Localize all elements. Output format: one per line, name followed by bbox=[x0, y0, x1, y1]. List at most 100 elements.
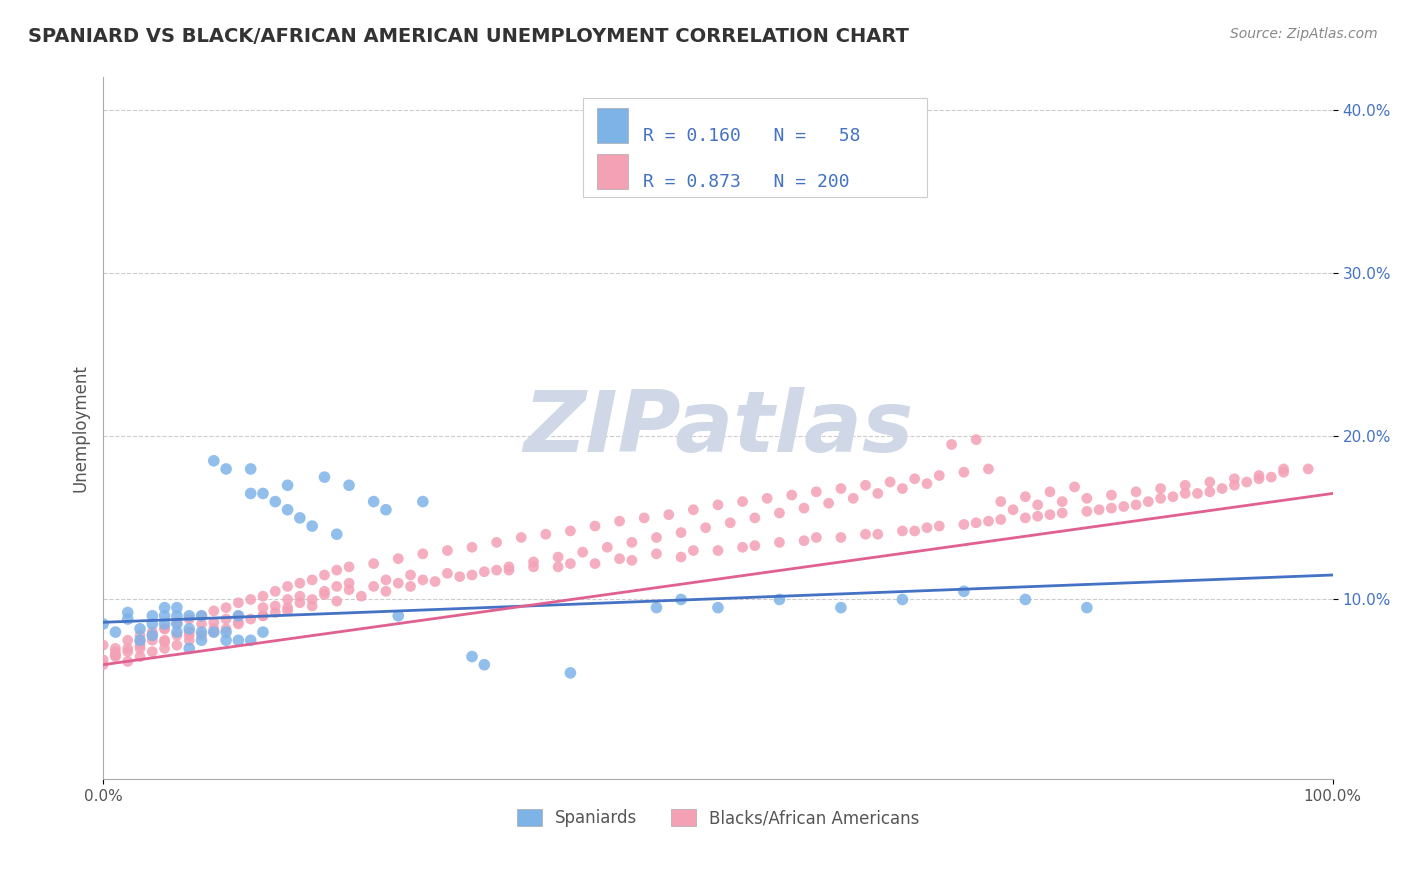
Point bbox=[117, 633, 139, 648]
Point bbox=[707, 543, 730, 558]
Point bbox=[707, 498, 730, 512]
Point bbox=[179, 628, 201, 642]
Point bbox=[141, 628, 163, 642]
Point bbox=[609, 551, 631, 566]
Point bbox=[104, 645, 127, 659]
Point bbox=[129, 649, 152, 664]
Point bbox=[252, 608, 274, 623]
Point bbox=[141, 633, 163, 648]
Point bbox=[153, 622, 176, 636]
Point bbox=[228, 615, 250, 630]
Point bbox=[363, 494, 385, 508]
Point bbox=[915, 521, 938, 535]
Point bbox=[117, 606, 139, 620]
Point bbox=[129, 628, 152, 642]
Point bbox=[277, 592, 299, 607]
Point bbox=[620, 535, 643, 549]
Point bbox=[166, 600, 188, 615]
Point bbox=[953, 584, 976, 599]
Point bbox=[239, 612, 262, 626]
Text: R = 0.873   N = 200: R = 0.873 N = 200 bbox=[643, 173, 849, 191]
Point bbox=[560, 524, 582, 538]
Point bbox=[1099, 501, 1122, 516]
Text: SPANIARD VS BLACK/AFRICAN AMERICAN UNEMPLOYMENT CORRELATION CHART: SPANIARD VS BLACK/AFRICAN AMERICAN UNEMP… bbox=[28, 27, 910, 45]
Point bbox=[1014, 592, 1036, 607]
Point bbox=[387, 576, 409, 591]
Point bbox=[215, 633, 238, 648]
Point bbox=[1198, 484, 1220, 499]
Point bbox=[301, 599, 323, 613]
Point bbox=[953, 517, 976, 532]
Point bbox=[141, 625, 163, 640]
Point bbox=[510, 531, 533, 545]
Point bbox=[793, 501, 815, 516]
Point bbox=[953, 465, 976, 479]
FancyBboxPatch shape bbox=[598, 153, 628, 189]
Point bbox=[277, 478, 299, 492]
Point bbox=[141, 616, 163, 631]
Point bbox=[215, 622, 238, 636]
Point bbox=[337, 576, 360, 591]
Point bbox=[239, 592, 262, 607]
Point bbox=[842, 491, 865, 506]
Point bbox=[682, 502, 704, 516]
Point bbox=[830, 531, 852, 545]
Point bbox=[190, 608, 212, 623]
Point bbox=[190, 616, 212, 631]
Point bbox=[104, 625, 127, 640]
FancyBboxPatch shape bbox=[598, 108, 628, 143]
Point bbox=[1052, 494, 1074, 508]
Point bbox=[129, 635, 152, 649]
Point bbox=[990, 494, 1012, 508]
Point bbox=[1002, 502, 1025, 516]
Point bbox=[1099, 488, 1122, 502]
Point bbox=[1076, 504, 1098, 518]
Point bbox=[830, 482, 852, 496]
Point bbox=[817, 496, 839, 510]
Point bbox=[571, 545, 593, 559]
Point bbox=[288, 576, 311, 591]
Point bbox=[314, 588, 336, 602]
Point bbox=[915, 476, 938, 491]
Point bbox=[522, 555, 544, 569]
Point bbox=[645, 600, 668, 615]
Point bbox=[190, 625, 212, 640]
Point bbox=[977, 462, 1000, 476]
Point bbox=[399, 568, 422, 582]
Point bbox=[153, 641, 176, 656]
Point bbox=[718, 516, 741, 530]
Point bbox=[129, 638, 152, 652]
Point bbox=[314, 470, 336, 484]
Point bbox=[363, 557, 385, 571]
Point bbox=[252, 625, 274, 640]
Y-axis label: Unemployment: Unemployment bbox=[72, 364, 89, 492]
Point bbox=[202, 625, 225, 640]
Point bbox=[941, 437, 963, 451]
Point bbox=[1223, 472, 1246, 486]
Point bbox=[1247, 468, 1270, 483]
Point bbox=[375, 502, 398, 516]
Point bbox=[252, 589, 274, 603]
Point bbox=[547, 559, 569, 574]
Point bbox=[314, 568, 336, 582]
Point bbox=[731, 494, 754, 508]
Point bbox=[153, 600, 176, 615]
Point bbox=[264, 606, 287, 620]
Point bbox=[1161, 490, 1184, 504]
Point bbox=[141, 645, 163, 659]
Point bbox=[1187, 486, 1209, 500]
Point bbox=[412, 573, 434, 587]
Point bbox=[1236, 475, 1258, 489]
Point bbox=[215, 600, 238, 615]
Point bbox=[337, 582, 360, 597]
Point bbox=[1260, 470, 1282, 484]
Point bbox=[153, 633, 176, 648]
Point bbox=[1014, 490, 1036, 504]
Point bbox=[202, 615, 225, 630]
Point bbox=[91, 638, 114, 652]
Point bbox=[806, 531, 828, 545]
Point bbox=[866, 527, 889, 541]
Point bbox=[337, 559, 360, 574]
Point bbox=[215, 462, 238, 476]
Point bbox=[1112, 500, 1135, 514]
